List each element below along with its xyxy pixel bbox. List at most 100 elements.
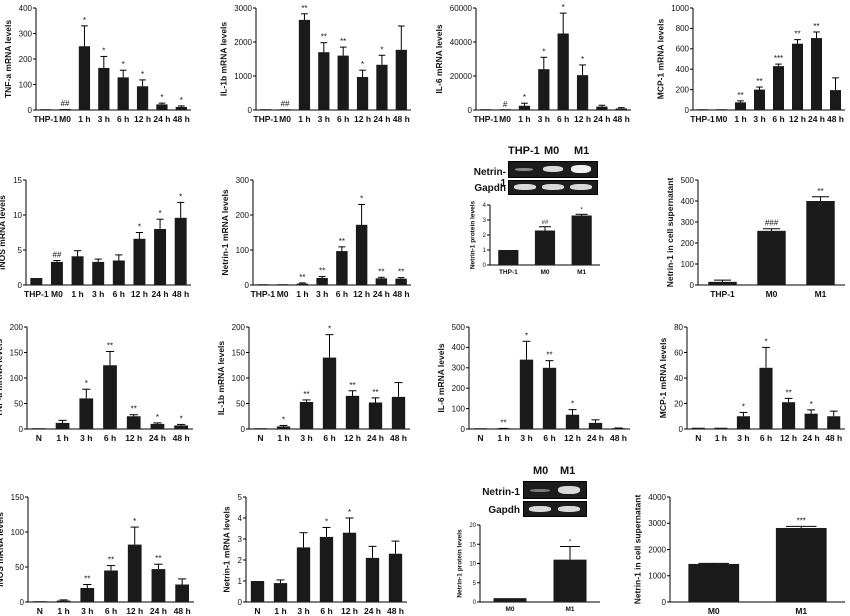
- y-tick-label: 4000: [648, 493, 666, 502]
- bar: [250, 581, 265, 602]
- bar: [553, 559, 587, 602]
- significance-mark: **: [756, 77, 762, 86]
- bar: [827, 416, 841, 429]
- category-label: 3 h: [297, 606, 309, 616]
- category-label: M0: [499, 114, 511, 124]
- blot-strip-gapdh: [523, 501, 587, 517]
- blot-row-label: Gapdh: [488, 505, 520, 516]
- y-tick-label: 400: [19, 4, 33, 13]
- category-label: 24 h: [373, 289, 390, 299]
- bar: [260, 109, 272, 110]
- y-tick-label: 0: [248, 106, 253, 115]
- blot-col-label: M0: [533, 465, 549, 477]
- category-label: M0: [716, 114, 728, 124]
- y-tick-label: 1000: [648, 572, 666, 581]
- bar: [806, 201, 835, 285]
- category-label: 12 h: [564, 433, 581, 443]
- bar: [276, 426, 291, 429]
- category-label: 24 h: [153, 114, 170, 124]
- category-label: 12 h: [574, 114, 591, 124]
- category-label: 24 h: [152, 289, 169, 299]
- significance-mark: **: [319, 267, 325, 276]
- bar: [156, 104, 168, 110]
- category-label: M0: [708, 606, 720, 616]
- category-label: 1 h: [715, 433, 727, 443]
- bar: [296, 547, 311, 602]
- bar: [273, 583, 288, 602]
- y-tick-label: 20: [469, 523, 476, 529]
- blot-band: [571, 165, 591, 173]
- y-tick-label: 3000: [234, 4, 252, 13]
- category-label: N: [695, 433, 701, 443]
- category-label: 1 h: [274, 606, 286, 616]
- y-tick-label: 0: [685, 106, 690, 115]
- significance-mark: **: [794, 30, 800, 39]
- bar: [78, 46, 91, 110]
- category-label: 3 h: [753, 114, 765, 124]
- y-tick-label: 200: [676, 85, 690, 94]
- category-label: N: [254, 606, 260, 616]
- significance-mark: **: [299, 273, 305, 282]
- y-axis-label: TNF-a mRNA levels: [0, 339, 4, 417]
- category-label: 1 h: [56, 433, 68, 443]
- blot-band: [558, 486, 580, 494]
- bar: [253, 428, 268, 429]
- y-tick-label: 0: [245, 281, 250, 290]
- y-tick-label: 150: [10, 348, 24, 357]
- category-label: M0: [51, 289, 63, 299]
- y-tick-label: 0: [18, 281, 23, 290]
- bar: [782, 402, 796, 429]
- y-tick-label: 1: [483, 248, 487, 254]
- y-tick-label: 2: [483, 233, 487, 239]
- y-tick-label: 20: [674, 399, 683, 408]
- significance-mark: *: [282, 415, 285, 424]
- bar-chart-8: 0 100 200 300 400 500 Netrin-1 in cell superna…: [665, 176, 845, 299]
- category-label: N: [477, 433, 483, 443]
- bar: [151, 569, 166, 602]
- category-label: 6 h: [105, 606, 117, 616]
- bar: [276, 284, 289, 285]
- bar: [368, 402, 383, 429]
- bar: [355, 224, 368, 285]
- y-tick-label: 200: [232, 323, 246, 332]
- bar: [829, 90, 842, 110]
- category-label: THP-1: [710, 289, 735, 299]
- bar: [175, 106, 187, 110]
- bar: [133, 238, 146, 285]
- y-tick-label: 200: [452, 384, 466, 393]
- y-tick-label: 150: [11, 493, 25, 502]
- y-tick-label: 200: [681, 239, 695, 248]
- bar: [753, 89, 766, 110]
- significance-mark: *: [348, 508, 351, 517]
- y-tick-label: 100: [681, 260, 695, 269]
- y-tick-label: 3: [483, 218, 487, 224]
- y-tick-label: 0: [690, 281, 695, 290]
- y-tick-label: 200: [19, 55, 33, 64]
- bar: [175, 584, 190, 602]
- category-label: 3 h: [737, 433, 749, 443]
- bar: [791, 43, 804, 111]
- bar: [345, 395, 360, 429]
- y-tick-label: 10: [13, 211, 22, 220]
- blot-row-label: Gapdh: [474, 183, 506, 194]
- category-label: 12 h: [341, 606, 358, 616]
- bar: [493, 598, 527, 602]
- bar: [55, 422, 70, 429]
- y-tick-label: 4: [483, 203, 487, 209]
- y-tick-label: 0: [20, 598, 25, 607]
- category-label: THP-1: [24, 289, 49, 299]
- y-axis-label: iNOS mRNA levels: [0, 195, 7, 270]
- y-tick-label: 0: [19, 425, 24, 434]
- category-label: 1 h: [497, 433, 509, 443]
- significance-mark: *: [102, 46, 105, 55]
- significance-mark: **: [737, 91, 743, 100]
- significance-mark: *: [159, 209, 162, 218]
- y-axis-label: IL-1b mRNA levels: [218, 22, 228, 97]
- category-label: 6 h: [117, 114, 129, 124]
- significance-mark: *: [141, 70, 144, 79]
- bar: [174, 425, 189, 429]
- category-label: 6 h: [113, 289, 125, 299]
- category-label: M0: [766, 289, 778, 299]
- y-tick-label: 4: [238, 514, 243, 523]
